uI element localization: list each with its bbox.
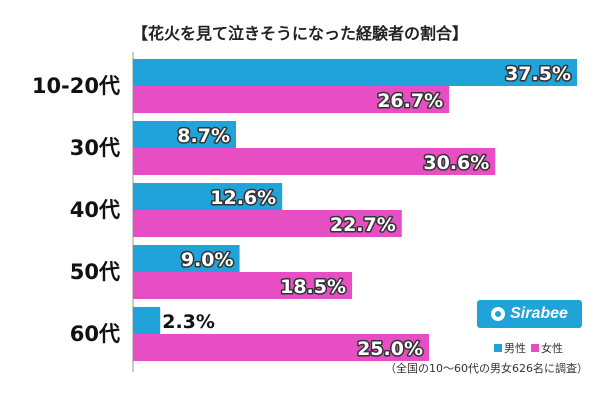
bar-male [133,307,161,334]
sirabee-logo: Sirabee [477,300,582,328]
category-label: 30代 [70,136,120,160]
category-label: 50代 [70,260,120,284]
legend-label-female: 女性 [541,342,563,355]
value-label-male: 8.7% [177,125,230,147]
bar-male [133,121,237,148]
value-label-female: 25.0% [357,338,423,360]
bar-male [133,183,283,210]
bar-male [133,245,240,272]
value-label-female: 18.5% [280,276,346,298]
category-label: 40代 [70,198,120,222]
legend-item-male: 男性 [494,340,526,356]
bar-female [133,148,496,175]
survey-footnote: （全国の10〜60代の男女626名に調査） [385,362,588,375]
bar-female [133,334,429,361]
logo-text: Sirabee [510,305,568,322]
value-label-female: 22.7% [330,214,396,236]
legend-label-male: 男性 [504,342,526,355]
bar-female [133,86,450,113]
category-label: 60代 [70,322,120,346]
chart-title: 【花火を見て泣きそうになった経験者の割合】 [131,24,468,43]
value-label-male: 37.5% [505,63,571,85]
value-label-female: 26.7% [377,90,443,112]
bar-female [133,272,353,299]
value-label-female: 30.6% [423,152,489,174]
value-label-male: 12.6% [210,187,276,209]
category-label: 10-20代 [32,74,120,98]
legend: 男性 女性 [494,340,568,356]
value-label-male: 2.3% [162,311,215,333]
value-label-male: 9.0% [181,249,234,271]
legend-item-female: 女性 [531,340,563,356]
legend-swatch-female [531,344,539,352]
legend-swatch-male [494,344,502,352]
bar-male [133,59,577,86]
sirabee-logo-icon [491,307,506,321]
bar-female [133,210,402,237]
